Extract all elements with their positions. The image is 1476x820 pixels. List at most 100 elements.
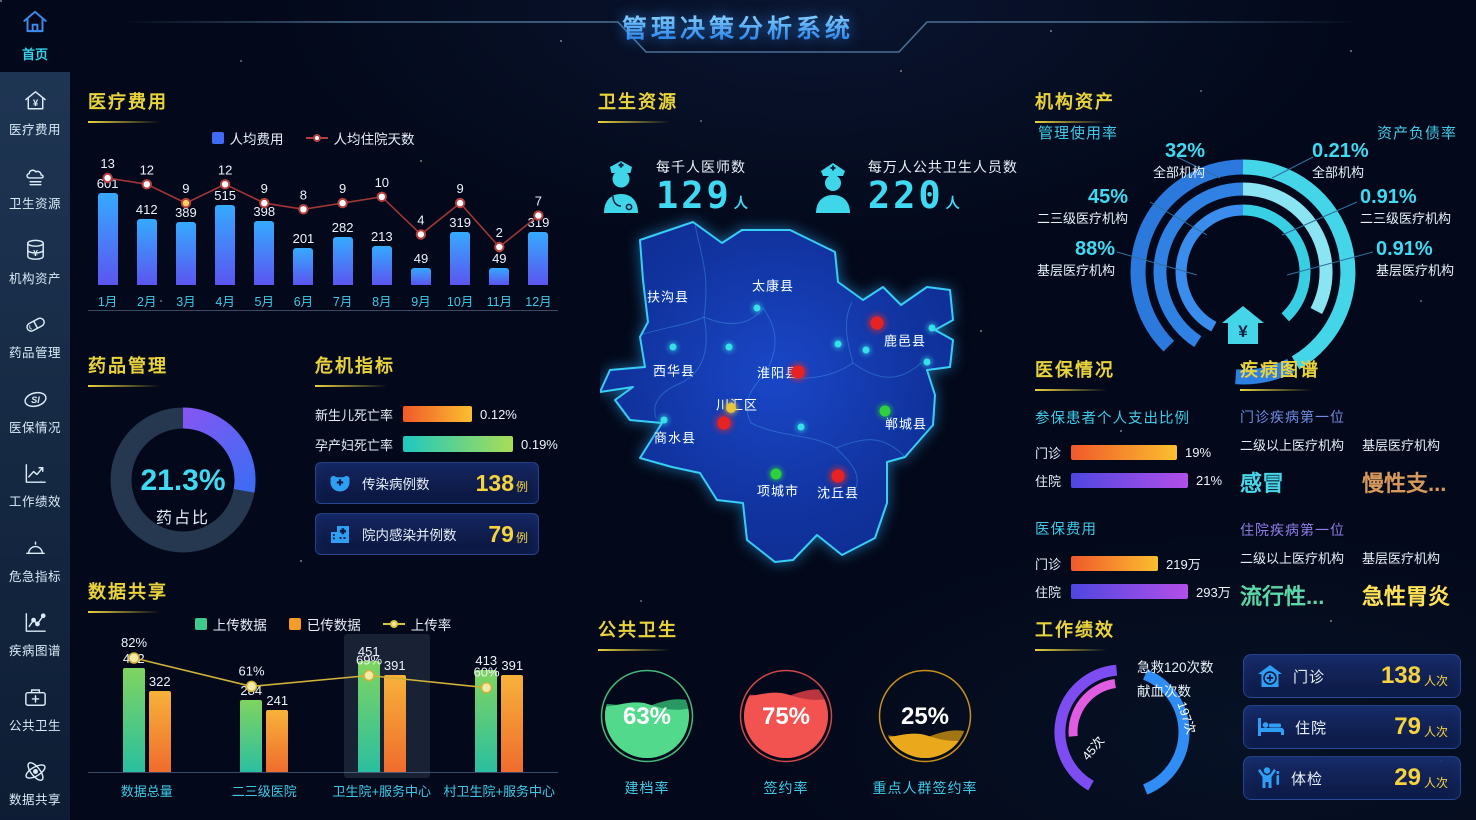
- medical-cost-legend: 人均费用 人均住院天数: [88, 128, 538, 148]
- bar-value-label: 319: [527, 214, 550, 230]
- map-marker-cyan[interactable]: [660, 416, 668, 424]
- callout-value: 0.91%: [1376, 238, 1433, 260]
- bar-column: 282 7月: [323, 150, 362, 310]
- map-marker-cyan[interactable]: [928, 324, 936, 332]
- bar-value-label: 391: [501, 658, 524, 673]
- x-axis-label: 9月: [411, 295, 431, 309]
- callout-value: 45%: [1087, 186, 1128, 208]
- bar-stack: 322: [148, 674, 171, 772]
- badge-value: 138: [475, 469, 514, 496]
- x-axis-label: 村卫生院+服务中心: [443, 784, 556, 799]
- sidebar-item-9[interactable]: 公共卫生: [0, 684, 70, 734]
- bar-value-label: 241: [266, 692, 289, 708]
- cost-bar: [410, 268, 431, 285]
- map-marker-cyan[interactable]: [753, 304, 761, 312]
- bar-group: 422 322: [88, 642, 206, 772]
- callout-label: 二三级医疗机构: [1360, 211, 1452, 226]
- map-marker-cyan[interactable]: [834, 340, 842, 348]
- insurance-group-heading: 参保患者个人支出比例: [1035, 411, 1190, 427]
- atom-icon: [0, 758, 70, 785]
- crisis-bar: [403, 436, 513, 452]
- section-insurance: 医保情况 参保患者个人支出比例 门诊 19% 住院 21% 医保费用 门诊 219万 住院…: [1035, 356, 1237, 600]
- sidebar-item-label: 机构资产: [8, 271, 61, 286]
- insurance-bar-value: 19%: [1185, 444, 1212, 460]
- sidebar-item-8[interactable]: 疾病图谱: [0, 609, 70, 659]
- stat-label: 每千人医师数: [656, 159, 746, 175]
- cost-bar: [528, 231, 549, 285]
- bar-value-label: 49: [413, 251, 429, 267]
- crisis-bar-value: 0.19%: [521, 436, 558, 452]
- map-marker-red[interactable]: [717, 416, 731, 430]
- house-yuan-center-icon: ¥: [1220, 304, 1266, 351]
- map-marker-cyan[interactable]: [669, 343, 677, 351]
- insurance-bar-label: 门诊: [1035, 445, 1062, 461]
- x-axis-label: 4月: [215, 295, 235, 309]
- sidebar-item-home[interactable]: 首页: [0, 7, 70, 63]
- liquid-gauge: 63%: [599, 668, 695, 764]
- crisis-bar-value: 0.12%: [480, 406, 517, 422]
- resource-stat: 每万人公共卫生人员数 220 人: [810, 157, 1018, 220]
- card-unit: 人次: [1423, 775, 1448, 790]
- nurse-icon: [810, 157, 856, 220]
- bar-column: 49 9月: [401, 150, 440, 310]
- map-marker-red[interactable]: [831, 469, 845, 483]
- resource-stat-text: 每千人医师数 129 人: [656, 157, 748, 220]
- rate-swatch: [382, 620, 405, 628]
- map-marker-green[interactable]: [770, 468, 782, 480]
- x-axis-label: 2月: [137, 295, 157, 309]
- map-marker-red[interactable]: [791, 365, 805, 379]
- bar-stack: 422: [122, 651, 145, 772]
- map-marker-green[interactable]: [879, 405, 891, 417]
- sidebar-item-10[interactable]: 数据共享: [0, 758, 70, 808]
- insurance-bar-label: 住院: [1035, 473, 1062, 489]
- svg-text:SI: SI: [31, 395, 40, 405]
- drug-ratio-text: 21.3% 药占比: [101, 464, 265, 528]
- map-marker-cyan[interactable]: [862, 346, 870, 354]
- sidebar-item-5[interactable]: SI 医保情况: [0, 386, 70, 436]
- crisis-bar: [403, 406, 472, 422]
- sidebar-item-label: 工作绩效: [8, 495, 61, 510]
- map-marker-cyan[interactable]: [725, 343, 733, 351]
- disease-name: 感冒: [1240, 471, 1285, 496]
- sidebar-item-6[interactable]: 工作绩效: [0, 460, 70, 510]
- callout-value: 0.91%: [1360, 186, 1417, 208]
- sidebar-item-4[interactable]: 药品管理: [0, 311, 70, 361]
- doctor-icon: [598, 157, 644, 220]
- sidebar-item-7[interactable]: 危急指标: [0, 535, 70, 585]
- transferred-bar: [383, 675, 406, 772]
- sidebar-item-2[interactable]: 卫生资源: [0, 162, 70, 212]
- section-title: 卫生资源: [598, 88, 1018, 123]
- gauge-callout: 0.91% 基层医疗机构: [1376, 238, 1454, 279]
- sidebar-item-3[interactable]: ¥ 机构资产: [0, 237, 70, 287]
- gauge-callout: 45% 二三级医疗机构: [1000, 186, 1128, 227]
- gauge-value: 25%: [901, 703, 949, 730]
- svg-text:¥: ¥: [1238, 322, 1248, 341]
- map-marker-red[interactable]: [870, 316, 884, 330]
- section-resources: 卫生资源 每千人医师数 129 人 每万人公共卫生人员数 220 人: [598, 88, 1018, 215]
- sidebar-item-1[interactable]: ¥ 医疗费用: [0, 88, 70, 138]
- insurance-bar: [1071, 472, 1188, 488]
- transferred-bar: [501, 675, 524, 772]
- x-axis-label: 5月: [254, 295, 274, 309]
- map-marker-cyan[interactable]: [923, 358, 931, 366]
- bar-value-label: 49: [492, 251, 507, 267]
- performance-card-2: 住院 79 人次: [1243, 705, 1461, 749]
- stat-label: 每万人公共卫生人员数: [867, 159, 1018, 175]
- cost-bar: [136, 218, 157, 285]
- region-map: 扶沟县 太康县 西华县 淮阳县 鹿邑县 川汇区 商水县 郸城县 项城市 沈丘县: [600, 212, 1010, 602]
- performance-card-1: 门诊 138 人次: [1243, 654, 1461, 698]
- header-decoration: [120, 21, 1360, 53]
- bar-stack: 391: [383, 658, 406, 772]
- section-crisis: 危机指标 新生儿死亡率 0.12% 孕产妇死亡率 0.19% 传染病例数 138 例 …: [315, 352, 558, 570]
- disease-name: 急性胃炎: [1362, 584, 1451, 609]
- card-unit: 人次: [1423, 673, 1448, 688]
- insurance-group-heading: 医保费用: [1035, 522, 1097, 538]
- section-title: 数据共享: [88, 578, 558, 613]
- bar-value-label: 391: [383, 658, 406, 673]
- ring-legend-label: 急救120次数: [1137, 660, 1214, 675]
- map-marker-yellow[interactable]: [726, 403, 736, 413]
- disease-name: 流行性...: [1240, 584, 1325, 609]
- bar-value-label: 201: [292, 230, 315, 246]
- map-marker-cyan[interactable]: [797, 423, 805, 431]
- bar-value-label: 284: [240, 682, 263, 698]
